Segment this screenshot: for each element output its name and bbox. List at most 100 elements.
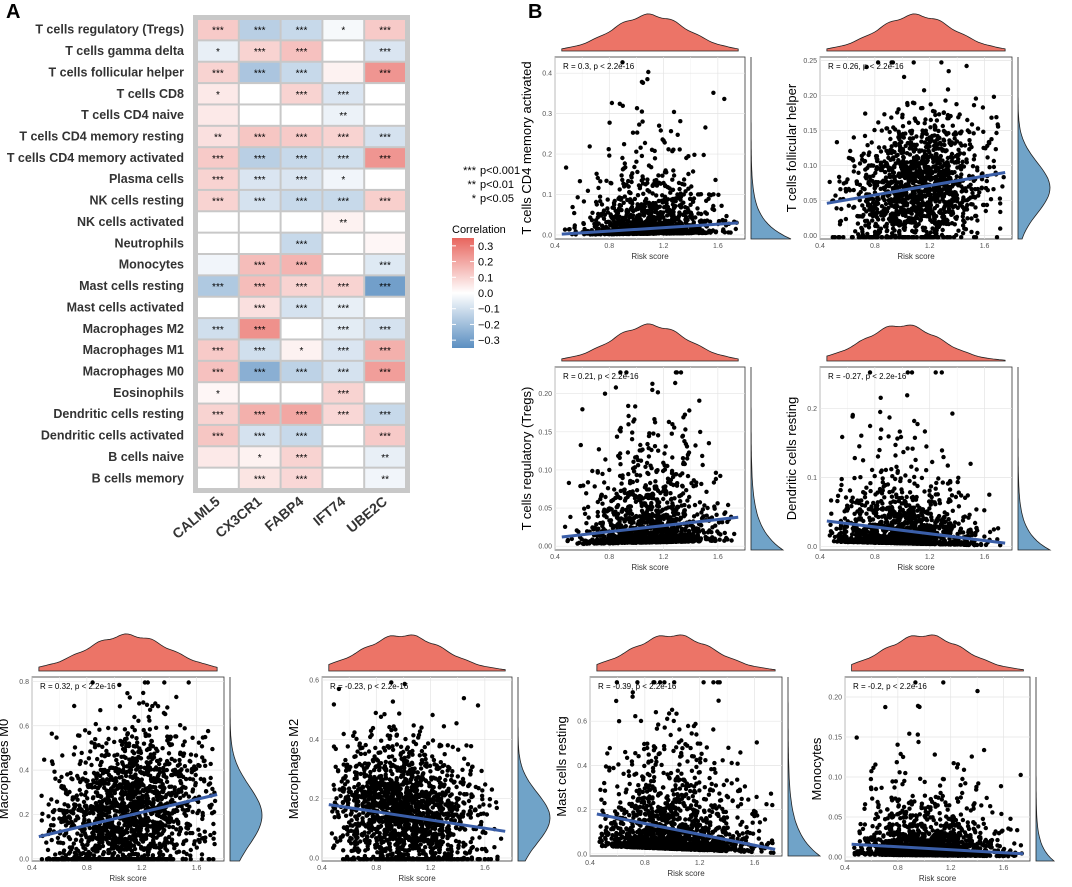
scatter-point — [714, 512, 719, 517]
heatmap-cell — [198, 212, 238, 232]
scatter-point — [674, 370, 680, 375]
scatter-point — [879, 167, 885, 173]
scatter-point — [940, 158, 945, 163]
scatter-point — [695, 206, 700, 211]
scatter-point — [952, 190, 957, 195]
scatter-point — [646, 69, 651, 75]
scatter-point — [626, 422, 631, 427]
heatmap-cell-significance: *** — [379, 154, 391, 165]
scatter-point — [934, 214, 939, 219]
scatter-point — [660, 173, 665, 178]
scatter-point — [899, 139, 904, 145]
scatter-point — [935, 492, 940, 497]
scatter-point — [619, 218, 624, 224]
scatter-point — [975, 218, 980, 223]
scatter-point — [655, 433, 661, 438]
scatter-point — [663, 535, 668, 540]
scatter-point — [606, 147, 611, 152]
scatter-point — [650, 191, 655, 196]
scatter-point — [839, 206, 844, 212]
scatter-point — [644, 520, 649, 525]
scatter-point — [590, 537, 596, 543]
scatter-point — [669, 211, 675, 216]
heatmap-cell-significance: * — [341, 26, 345, 37]
scatter-point — [649, 505, 654, 510]
heatmap-cell — [239, 361, 280, 382]
heatmap-cell-significance: *** — [379, 282, 391, 293]
scatter-point — [594, 171, 599, 176]
heatmap-cell — [198, 425, 238, 446]
heatmap-cell — [365, 425, 405, 446]
scatter-point — [596, 185, 601, 191]
scatter-x-tick-label: 0.8 — [604, 243, 614, 250]
heatmap-cell-significance: *** — [254, 303, 266, 314]
scatter-point — [701, 152, 706, 158]
scatter-point — [595, 499, 600, 505]
heatmap-cell — [239, 276, 280, 296]
heatmap-cell-significance: *** — [212, 410, 224, 421]
scatter-point — [929, 197, 934, 202]
top-density-curve — [826, 13, 1006, 52]
scatter-point — [656, 198, 661, 204]
scatter-x-tick-label: 1.2 — [659, 554, 669, 561]
scatter-y-tick-label: 0.1 — [542, 192, 552, 199]
heatmap-cell-significance: *** — [254, 133, 266, 144]
scatter-point — [640, 231, 646, 236]
scatter-point — [975, 126, 981, 131]
scatter-point — [620, 103, 625, 109]
scatter-point — [883, 175, 889, 180]
scatter-panels: 0.4 0.8 1.2 1.60.00.10.20.30.4R = 0.3, p < … — [0, 13, 1056, 883]
scatter-point — [891, 211, 896, 216]
scatter-point — [862, 187, 867, 192]
scatter-y-tick-label: 0.20 — [538, 391, 552, 398]
scatter-point — [670, 177, 675, 182]
scatter-point — [906, 120, 912, 125]
scatter-point — [670, 455, 675, 460]
scatter-point — [633, 499, 639, 504]
scatter-point — [995, 526, 1001, 531]
scatter-point — [647, 189, 652, 194]
scatter-point — [670, 187, 676, 192]
scatter-point — [675, 504, 680, 510]
scatter-point — [653, 479, 658, 484]
scatter-point — [622, 498, 628, 503]
scatter-point — [690, 169, 696, 174]
scatter-point — [711, 203, 716, 209]
heatmap-cell — [281, 41, 322, 61]
scatter-point — [598, 199, 603, 204]
scatter-point — [625, 510, 630, 516]
scatter-point — [732, 531, 737, 537]
scatter-x-axis-title: Risk score — [631, 563, 669, 572]
scatter-point — [620, 534, 625, 540]
scatter-point — [901, 74, 907, 80]
scatter-point — [605, 197, 610, 202]
scatter-point — [973, 96, 979, 101]
scatter-point — [677, 538, 682, 543]
heatmap-row-label: NK cells activated — [77, 215, 184, 229]
scatter-point — [641, 207, 647, 212]
scatter-point — [909, 161, 914, 166]
heatmap-cell-significance: *** — [337, 282, 349, 293]
scatter-point — [664, 530, 670, 536]
heatmap-row-label: Mast cells activated — [67, 300, 184, 314]
scatter-point — [600, 211, 606, 217]
heatmap-row-label: T cells regulatory (Tregs) — [35, 23, 184, 37]
scatter-point — [998, 226, 1003, 231]
scatter-point — [656, 123, 662, 128]
scatter-point — [700, 453, 705, 459]
scatter-point — [658, 230, 663, 235]
scatter-point — [931, 147, 936, 153]
scatter-point — [940, 211, 946, 217]
scatter-point — [629, 179, 634, 185]
scatter-point — [594, 522, 599, 527]
heatmap-cell-significance: *** — [212, 154, 224, 165]
scatter-point — [676, 511, 681, 516]
scatter-point — [937, 140, 943, 145]
scatter-point — [685, 473, 691, 479]
scatter-point — [635, 457, 641, 463]
scatter-point — [645, 515, 650, 520]
scatter-point — [683, 441, 689, 447]
scatter-point — [699, 481, 704, 487]
scatter-point — [661, 496, 666, 502]
scatter-point — [865, 200, 870, 206]
